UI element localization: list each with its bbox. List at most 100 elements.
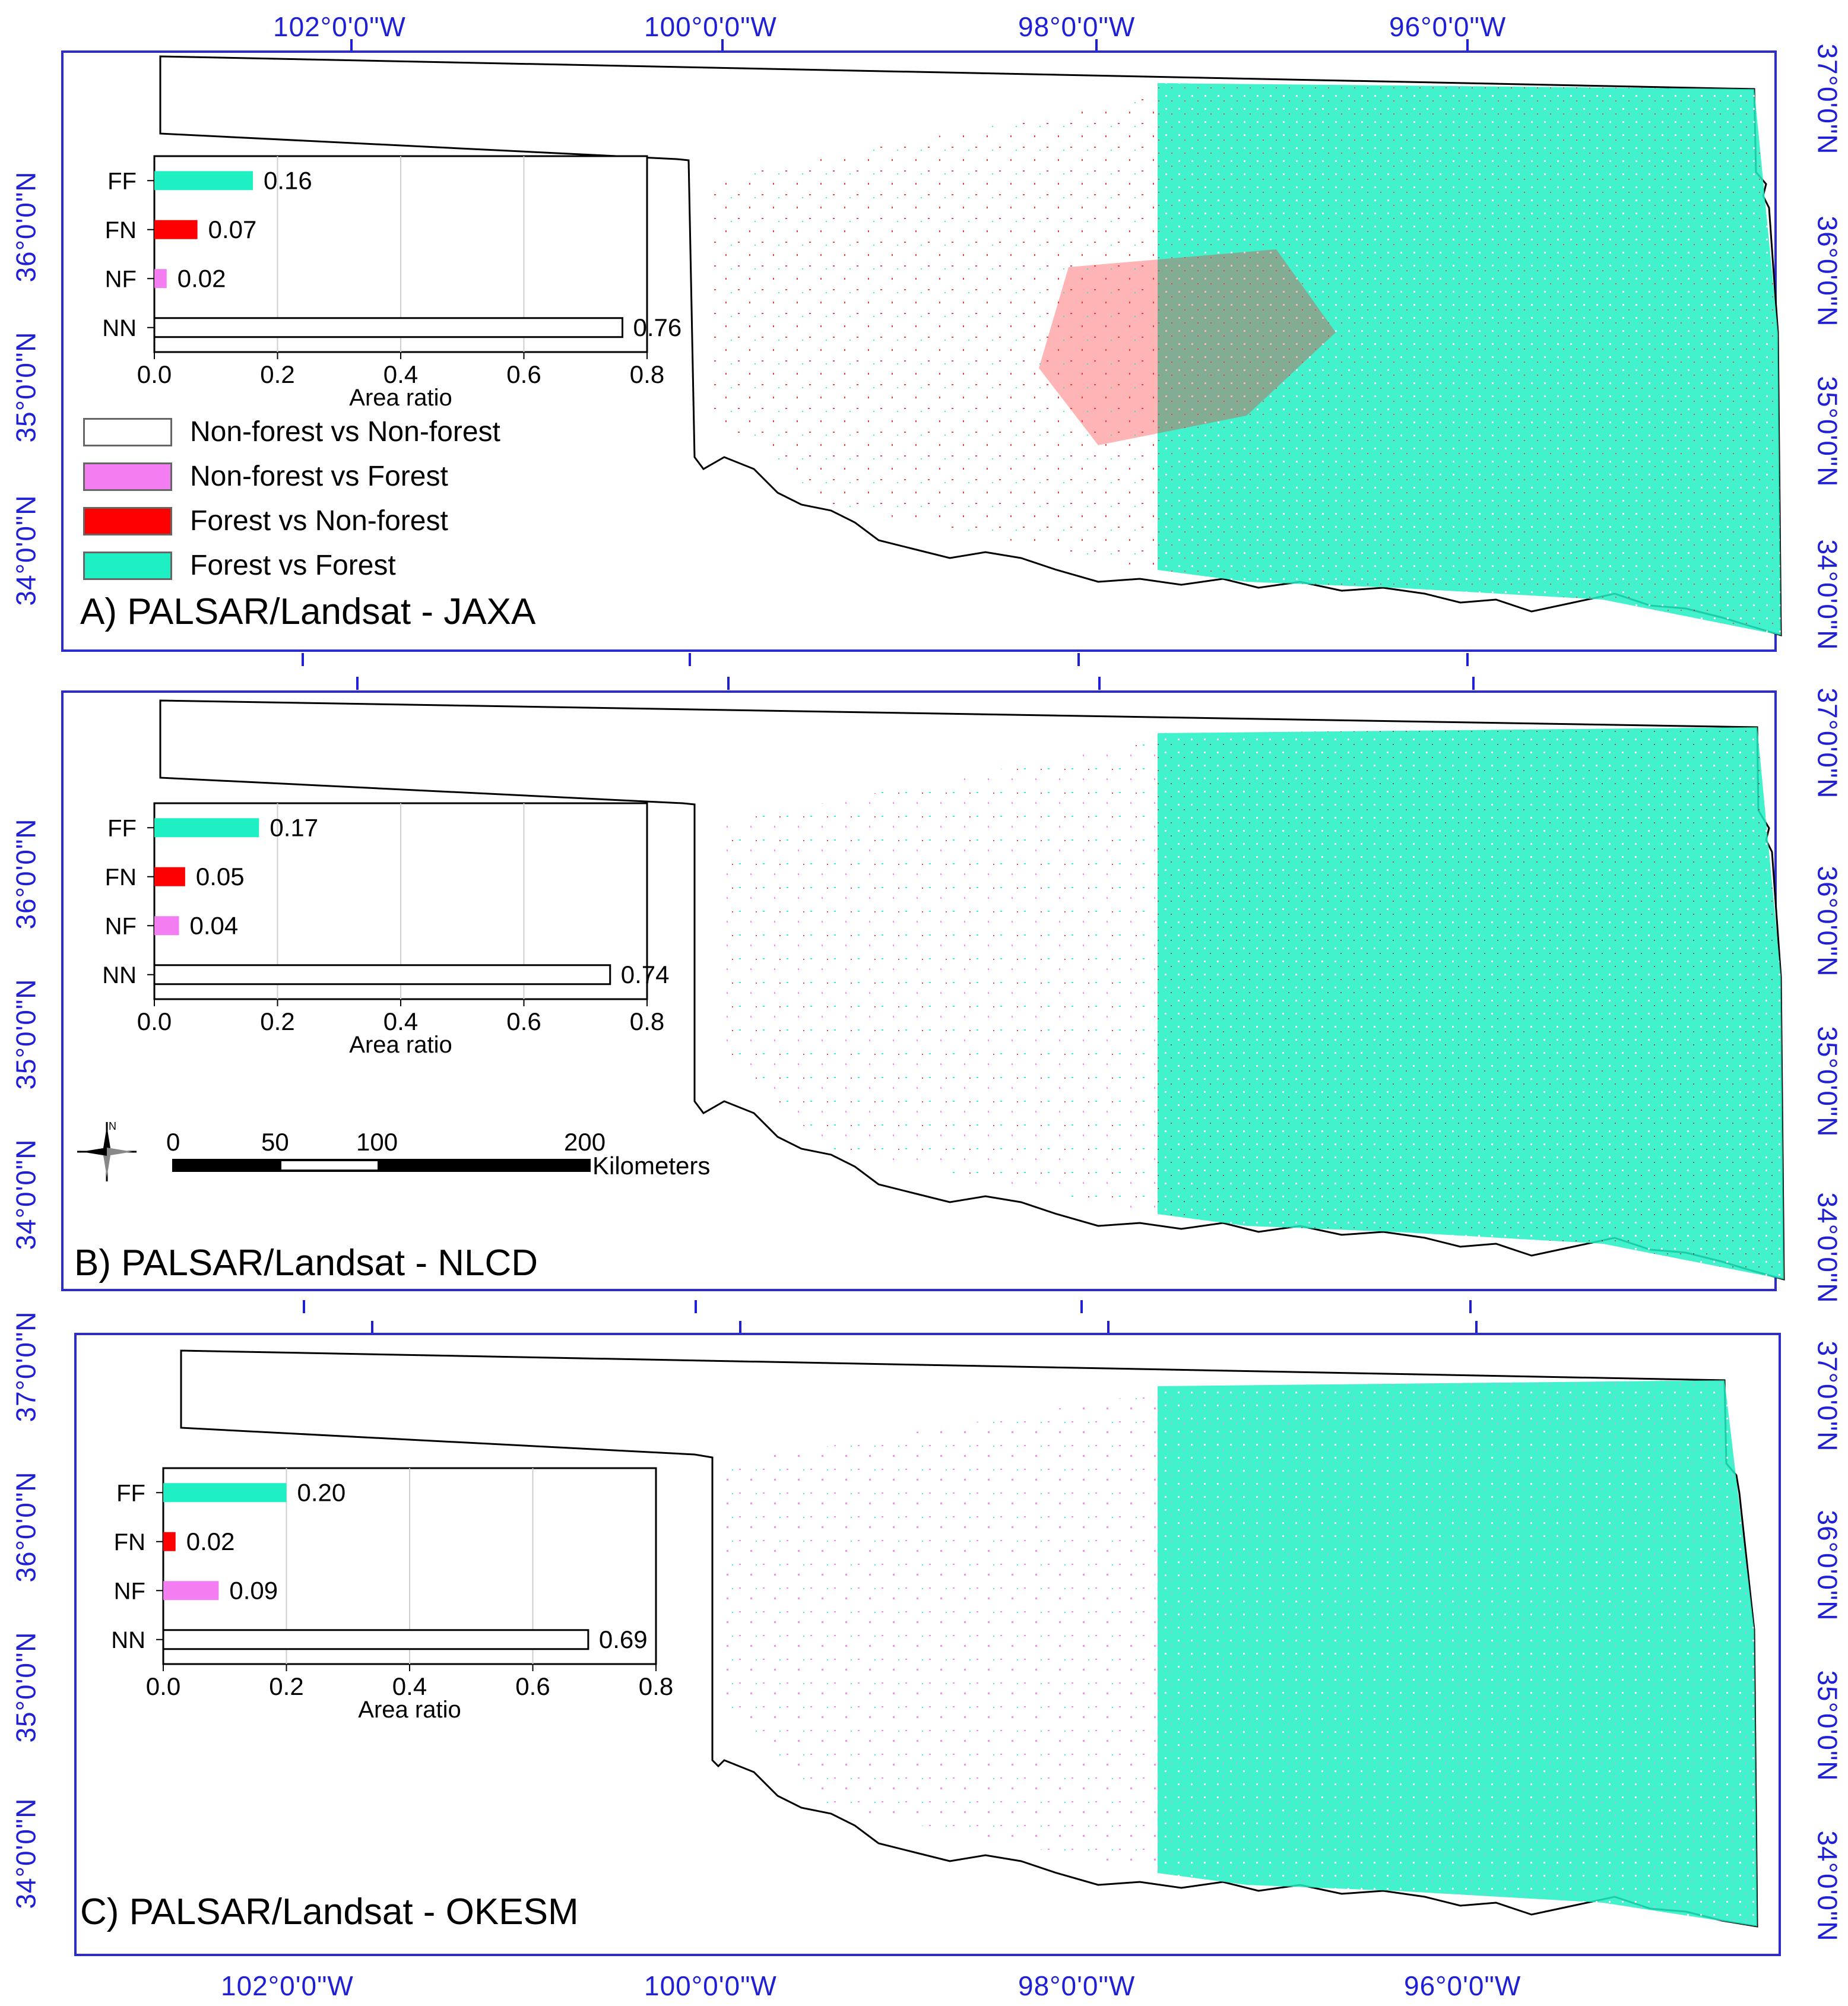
bar-value-label: 0.20: [297, 1478, 346, 1506]
scale-tick-label: 200: [564, 1128, 606, 1156]
category-label: NF: [105, 913, 137, 939]
legend-label: Non-forest vs Non-forest: [190, 416, 500, 448]
scale-tick-label: 100: [356, 1128, 398, 1156]
bar-value-label: 0.69: [599, 1625, 648, 1653]
bar: [154, 818, 259, 838]
legend-label: Forest vs Non-forest: [190, 505, 448, 537]
category-label: FN: [105, 217, 137, 243]
panel-c-bar-chart: 0.0 0.2 0.4 0.6 0.8 Area ratio FF 0.20 FN 0.02 NF 0…: [111, 1467, 673, 1723]
category-label: NF: [105, 266, 137, 292]
tick-mark: [1466, 39, 1469, 51]
tick-mark: [1469, 1300, 1472, 1313]
x-tick-label: 0.4: [383, 360, 418, 388]
tick-mark: [727, 677, 730, 690]
panel-c-title: C) PALSAR/Landsat - OKESM: [80, 1891, 579, 1932]
legend-item-fn: Forest vs Non-forest: [83, 505, 448, 537]
category-label: NN: [111, 1627, 145, 1653]
bar-value-label: 0.04: [190, 911, 239, 939]
scale-bar-segment: [279, 1159, 380, 1172]
panel-a-title: A) PALSAR/Landsat - JAXA: [80, 591, 536, 632]
category-label: FN: [105, 864, 137, 891]
category-label: NN: [102, 962, 137, 988]
x-axis-label: Area ratio: [349, 1032, 452, 1058]
legend-item-nn: Non-forest vs Non-forest: [83, 416, 500, 448]
x-tick-label: 0.0: [146, 1672, 180, 1700]
tick-mark: [721, 39, 724, 51]
x-tick-label: 0.4: [392, 1672, 427, 1700]
x-tick-label: 0.4: [383, 1007, 418, 1035]
x-axis-label: Area ratio: [349, 385, 452, 411]
x-tick-label: 0.6: [506, 1007, 541, 1035]
bar: [163, 1581, 219, 1601]
top-longitude-label: 100°0'0"W: [644, 11, 777, 42]
tick-mark: [689, 653, 691, 666]
bar: [154, 916, 179, 936]
bar: [163, 1483, 287, 1503]
x-tick-label: 0.2: [260, 360, 294, 388]
scale-bar: 0 50 100 200 Kilometers: [166, 1128, 790, 1181]
tick-mark: [303, 1300, 305, 1313]
legend-label: Non-forest vs Forest: [190, 461, 448, 492]
tick-mark: [371, 1321, 373, 1334]
x-tick-label: 0.0: [137, 360, 172, 388]
tick-mark: [1475, 1321, 1478, 1334]
bottom-longitude-label: 100°0'0"W: [644, 1970, 777, 2001]
panel-a-bar-chart: 0.0 0.2 0.4 0.6 0.8 Area ratio FF 0.16 FN 0.07 NF 0…: [102, 155, 682, 411]
tick-mark: [695, 1300, 697, 1313]
bar-value-label: 0.07: [208, 216, 257, 243]
tick-mark: [302, 653, 304, 666]
category-label: NF: [114, 1578, 145, 1604]
category-label: NN: [102, 315, 137, 341]
bar: [154, 269, 167, 289]
legend-label: Forest vs Forest: [190, 550, 396, 581]
bar: [153, 317, 623, 338]
category-label: FF: [107, 815, 137, 841]
x-tick-label: 0.2: [260, 1007, 294, 1035]
panel-c-map: [180, 1349, 1758, 1928]
north-label: N: [109, 1120, 116, 1132]
panel-b-map: [159, 699, 1785, 1281]
scale-tick-label: 0: [166, 1128, 180, 1156]
category-label: FF: [107, 168, 137, 194]
bar-value-label: 0.74: [621, 961, 670, 988]
tick-mark: [356, 677, 359, 690]
tick-mark: [739, 1321, 741, 1334]
north-arrow-icon: N: [77, 1120, 137, 1181]
tick-mark: [350, 39, 353, 51]
tick-mark: [1080, 1300, 1083, 1313]
scale-bar-segment: [380, 1159, 591, 1172]
x-tick-label: 0.6: [506, 360, 541, 388]
x-axis-label: Area ratio: [358, 1697, 461, 1723]
bar-value-label: 0.02: [186, 1528, 235, 1555]
x-tick-label: 0.8: [639, 1672, 673, 1700]
bar-value-label: 0.09: [229, 1576, 278, 1604]
panel-b-title: B) PALSAR/Landsat - NLCD: [74, 1243, 538, 1284]
bar: [154, 171, 253, 191]
tick-mark: [1095, 39, 1098, 51]
x-tick-label: 0.8: [630, 360, 664, 388]
bar: [153, 964, 611, 985]
bar-value-label: 0.16: [264, 166, 312, 194]
bar: [163, 1532, 176, 1551]
bar-value-label: 0.05: [196, 863, 245, 891]
x-tick-label: 0.2: [269, 1672, 303, 1700]
bottom-longitude-label: 96°0'0"W: [1404, 1970, 1521, 2001]
legend-swatch: [83, 506, 172, 535]
tick-mark: [1466, 653, 1469, 666]
x-tick-label: 0.6: [515, 1672, 550, 1700]
scale-unit-label: Kilometers: [592, 1152, 711, 1180]
legend-item-ff: Forest vs Forest: [83, 549, 396, 582]
legend-swatch: [83, 551, 172, 580]
tick-mark: [1098, 677, 1101, 690]
panel-b-bar-chart: 0.0 0.2 0.4 0.6 0.8 Area ratio FF 0.17 FN 0.05 NF 0…: [102, 802, 670, 1058]
bar-value-label: 0.17: [270, 813, 318, 841]
x-tick-label: 0.0: [137, 1007, 172, 1035]
tick-mark: [1107, 1321, 1110, 1334]
bar-value-label: 0.02: [177, 264, 226, 292]
bottom-longitude-label: 98°0'0"W: [1018, 1970, 1136, 2001]
x-tick-label: 0.8: [630, 1007, 664, 1035]
category-label: FF: [116, 1480, 145, 1506]
scale-bar-segment: [172, 1159, 279, 1172]
bar-value-label: 0.76: [633, 313, 682, 341]
top-longitude-label: 102°0'0"W: [273, 11, 406, 42]
